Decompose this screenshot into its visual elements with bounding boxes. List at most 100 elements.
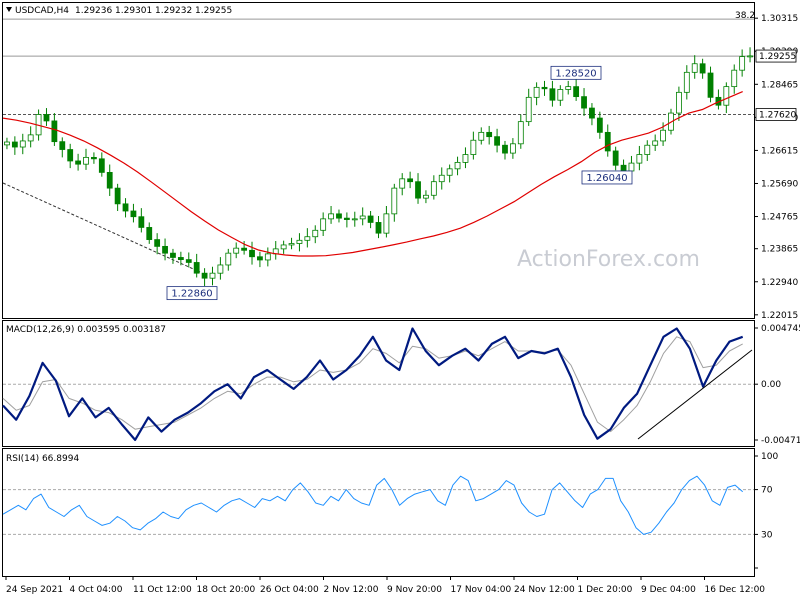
candle-body xyxy=(83,156,89,165)
main-chart-layer: 1.28520 1.26040 1.22860 xyxy=(2,18,754,301)
candle-body xyxy=(106,171,113,189)
candle-body xyxy=(415,181,421,199)
price-axis-label: 1.22015 xyxy=(761,311,798,321)
candle-body xyxy=(75,160,81,165)
candle-body xyxy=(304,236,311,241)
moving-average-line xyxy=(2,91,743,257)
symbol-label: USDCAD,H4 xyxy=(15,6,69,16)
time-axis-label: 16 Dec 12:00 xyxy=(705,585,766,595)
candle-body xyxy=(581,96,587,109)
candle-body xyxy=(336,213,342,219)
candle-body xyxy=(130,210,137,218)
macd-panel xyxy=(2,320,755,447)
candle-body xyxy=(486,131,493,138)
time-axis-label: 9 Dec 04:00 xyxy=(641,585,696,595)
candle-body xyxy=(525,96,532,123)
price-axis-label: 1.28465 xyxy=(761,80,798,90)
time-axis-label: 2 Nov 12:00 xyxy=(324,585,379,595)
candle-body xyxy=(391,187,398,215)
candle-body xyxy=(541,86,548,90)
candle-body xyxy=(660,129,666,142)
candle-body xyxy=(359,215,366,220)
macd-axis-label: 0.00 xyxy=(761,380,781,390)
candle-body xyxy=(193,262,200,274)
high-value: 1.29301 xyxy=(115,6,152,16)
candle-body xyxy=(707,72,714,98)
rsi-axis-label: 70 xyxy=(761,486,773,496)
annotation-box xyxy=(550,65,602,80)
candle-body xyxy=(162,245,168,254)
candle-body xyxy=(589,107,595,119)
candle-body xyxy=(19,140,26,148)
candle-body xyxy=(612,150,619,166)
time-axis-label: 24 Nov 12:00 xyxy=(514,585,575,595)
candle-body xyxy=(154,239,161,247)
price-axis-label: 1.30315 xyxy=(761,14,798,24)
candle-body xyxy=(280,244,287,250)
candle-body xyxy=(454,161,461,170)
candle-body xyxy=(438,174,445,183)
macd-chart-layer xyxy=(2,327,754,441)
rsi-chart-layer xyxy=(2,475,754,535)
candle-body xyxy=(312,229,319,238)
candle-body xyxy=(225,252,232,266)
candle-body xyxy=(170,252,176,258)
rsi-header: RSI(14) 66.8994 xyxy=(6,454,79,464)
candle-body xyxy=(233,247,240,254)
candle-body xyxy=(494,136,500,146)
candle-body xyxy=(217,264,224,274)
candle-body xyxy=(209,272,216,279)
macd-header: MACD(12,26,9) 0.003595 0.003187 xyxy=(6,325,166,335)
candle-body xyxy=(146,227,153,240)
candle-body xyxy=(683,71,690,93)
candle-body xyxy=(399,178,406,189)
candle-body xyxy=(533,86,540,98)
candle-body xyxy=(257,256,263,261)
candle-body xyxy=(383,213,390,234)
candle-body xyxy=(644,144,651,155)
candle-body xyxy=(620,164,627,172)
candle-body xyxy=(430,181,437,196)
candle-body xyxy=(604,131,611,152)
candle-body xyxy=(11,141,18,148)
trend-line xyxy=(2,182,201,273)
candle-body xyxy=(747,55,753,58)
candle-body xyxy=(636,154,643,164)
low-value: 1.29232 xyxy=(155,6,192,16)
candle-body xyxy=(67,149,74,162)
candle-body xyxy=(114,187,121,205)
annotation-box xyxy=(581,170,633,185)
candle-body xyxy=(241,247,248,251)
macd-axis-label: 0.004745 xyxy=(761,324,800,334)
candle-body xyxy=(43,114,50,122)
candle-body xyxy=(573,86,580,98)
candle-body xyxy=(343,217,350,220)
candle-body xyxy=(596,117,603,133)
candle-body xyxy=(351,218,358,221)
candle-body xyxy=(652,140,659,146)
candle-body xyxy=(628,162,635,172)
candle-body xyxy=(4,141,10,146)
price-marker-label: 1.27620 xyxy=(759,110,796,120)
candle-body xyxy=(676,91,682,114)
rsi-axis-label: 100 xyxy=(761,452,778,462)
annotation-label: 1.22860 xyxy=(171,289,212,300)
candle-body xyxy=(557,89,564,101)
time-axis-label: 18 Oct 20:00 xyxy=(197,585,256,595)
candle-body xyxy=(328,213,334,220)
price-axis-label: 1.23865 xyxy=(761,245,798,255)
price-marker-box xyxy=(755,108,797,121)
annotation-label: 1.26040 xyxy=(586,173,627,184)
time-axis-label: 26 Oct 04:00 xyxy=(260,585,319,595)
candle-body xyxy=(723,86,730,106)
candle-body xyxy=(185,259,192,263)
candle-body xyxy=(320,218,327,231)
rsi-axis-label: 30 xyxy=(761,530,773,540)
watermark: ActionForex.com xyxy=(517,247,700,272)
candle-body xyxy=(423,194,429,199)
macd-trend-line xyxy=(637,349,753,440)
candle-body xyxy=(407,178,414,183)
collapse-triangle-icon[interactable] xyxy=(6,7,12,12)
candle-body xyxy=(177,257,184,261)
